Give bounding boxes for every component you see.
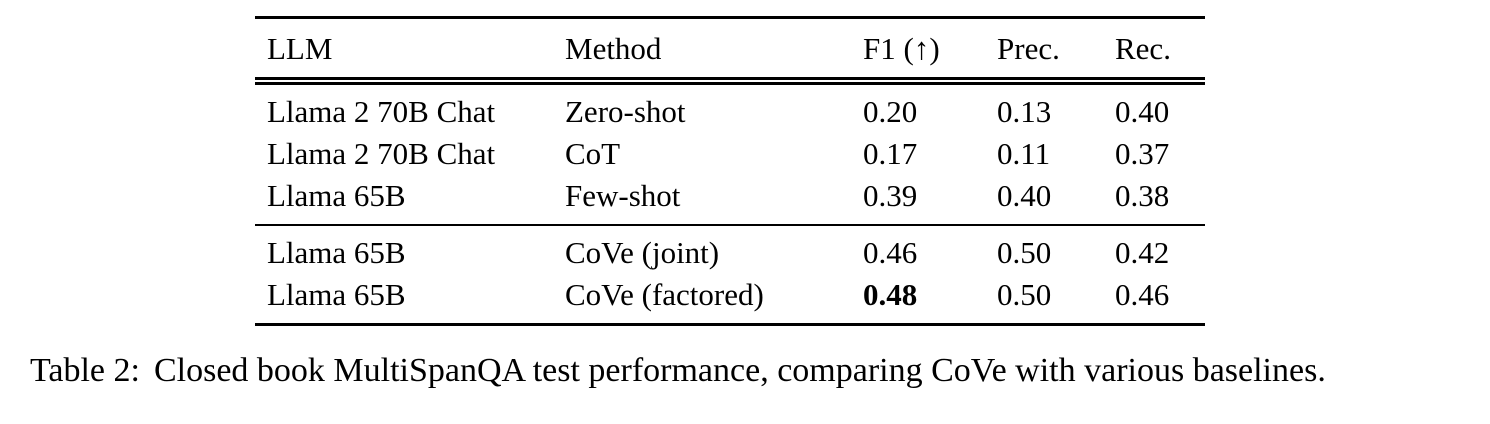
cell-llm: Llama 2 70B Chat — [267, 136, 496, 171]
results-table: LLM Method F1 (↑) Prec. Rec. Llama 2 70B… — [255, 16, 1205, 326]
cell-llm: Llama 65B — [267, 277, 406, 312]
cell-method: CoVe (joint) — [565, 235, 720, 270]
cell-llm: Llama 65B — [267, 178, 406, 213]
column-header-f1: F1 (↑) — [863, 31, 940, 66]
table-header: LLM Method F1 (↑) Prec. Rec. — [255, 18, 1205, 81]
cell-rec: 0.40 — [1115, 94, 1170, 129]
table-row: Llama 65B CoVe (factored) 0.48 0.50 0.46 — [255, 274, 1205, 325]
cell-f1-best: 0.48 — [863, 277, 918, 312]
cell-rec: 0.38 — [1115, 178, 1170, 213]
cell-prec: 0.50 — [997, 277, 1052, 312]
table-caption: Table 2: Closed book MultiSpanQA test per… — [30, 349, 1326, 393]
cell-method: CoT — [565, 136, 621, 171]
column-header-prec: Prec. — [997, 31, 1060, 66]
caption-label: Table 2: — [30, 352, 140, 389]
cell-f1: 0.17 — [863, 136, 918, 171]
cell-method: CoVe (factored) — [565, 277, 764, 312]
cell-f1: 0.46 — [863, 235, 918, 270]
cove-rows-group: Llama 65B CoVe (joint) 0.46 0.50 0.42 Ll… — [255, 225, 1205, 325]
column-header-method: Method — [565, 31, 662, 66]
table-row: Llama 2 70B Chat CoT 0.17 0.11 0.37 — [255, 133, 1205, 175]
cell-rec: 0.46 — [1115, 277, 1170, 312]
cell-rec: 0.37 — [1115, 136, 1170, 171]
baseline-rows-group: Llama 2 70B Chat Zero-shot 0.20 0.13 0.4… — [255, 81, 1205, 225]
cell-prec: 0.11 — [997, 136, 1051, 171]
cell-rec: 0.42 — [1115, 235, 1170, 270]
results-table-container: LLM Method F1 (↑) Prec. Rec. Llama 2 70B… — [255, 16, 1205, 326]
cell-prec: 0.40 — [997, 178, 1052, 213]
column-header-llm: LLM — [267, 31, 333, 66]
cell-f1: 0.39 — [863, 178, 918, 213]
table-row: Llama 2 70B Chat Zero-shot 0.20 0.13 0.4… — [255, 81, 1205, 133]
cell-f1: 0.20 — [863, 94, 918, 129]
cell-prec: 0.13 — [997, 94, 1052, 129]
column-header-rec: Rec. — [1115, 31, 1171, 66]
cell-llm: Llama 65B — [267, 235, 406, 270]
cell-method: Zero-shot — [565, 94, 686, 129]
table-row: Llama 65B Few-shot 0.39 0.40 0.38 — [255, 175, 1205, 225]
cell-method: Few-shot — [565, 178, 681, 213]
caption-text: Closed book MultiSpanQA test performance… — [153, 352, 1326, 389]
cell-prec: 0.50 — [997, 235, 1052, 270]
cell-llm: Llama 2 70B Chat — [267, 94, 496, 129]
table-row: Llama 65B CoVe (joint) 0.46 0.50 0.42 — [255, 225, 1205, 274]
header-row: LLM Method F1 (↑) Prec. Rec. — [255, 18, 1205, 81]
